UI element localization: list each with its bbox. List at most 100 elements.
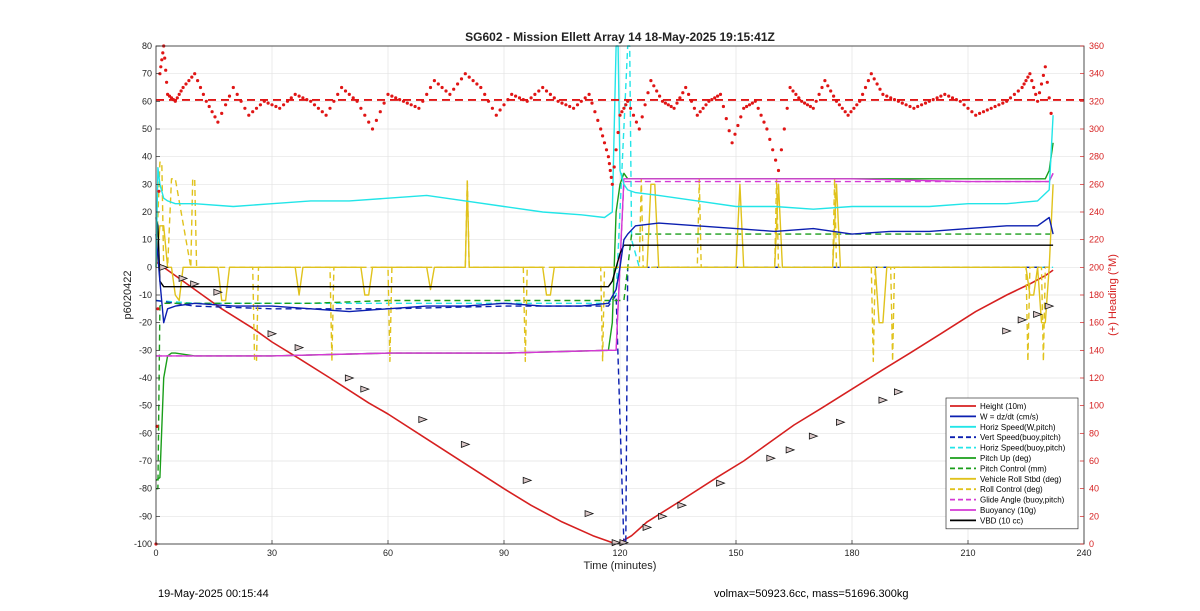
height-marker [344,374,355,382]
x-tick-label: 150 [728,548,743,558]
heading-point [320,110,324,114]
heading-point [390,94,394,98]
heading-point [564,103,568,107]
heading-point [678,96,682,100]
heading-point [800,99,804,103]
heading-point [173,99,177,103]
heading-point [923,101,928,105]
heading-point [227,94,232,98]
heading-point [541,85,545,90]
heading-point [1034,92,1038,96]
heading-point [855,103,859,107]
heading-point [467,75,471,79]
y-tick-label-right: 340 [1089,69,1104,79]
height-marker [418,415,428,424]
heading-point [552,96,556,100]
heading-point [157,189,161,193]
series-line [156,233,1054,490]
heading-point [713,96,717,100]
heading-point [471,79,475,83]
legend-entry: Horiz Speed(buoy,pitch) [980,444,1066,453]
y-tick-label-left: -80 [139,484,152,494]
heading-point [631,113,636,117]
heading-point [684,85,688,90]
heading-point [747,103,752,107]
heading-point [863,85,868,90]
y-tick-label-right: 100 [1089,401,1104,411]
heading-point [494,113,498,117]
heading-point [669,104,673,109]
heading-point [343,89,348,93]
heading-point [908,104,912,109]
heading-point [231,85,235,90]
height-marker [294,343,305,352]
height-marker [808,432,819,440]
heading-point [204,99,208,103]
heading-point [950,96,955,100]
heading-point [370,127,375,131]
heading-point [336,92,340,96]
y-tick-label-right: 220 [1089,235,1104,245]
heading-point [981,110,986,114]
x-tick-label: 0 [153,548,158,558]
y-tick-label-left: -100 [134,539,152,549]
heading-point [177,92,181,96]
heading-point [794,92,798,96]
heading-point [181,85,185,90]
heading-point [811,106,815,110]
legend-entry: VBD (10 cc) [980,516,1023,525]
height-marker [522,476,533,484]
heading-point [196,79,200,83]
y-axis-label-left: p6020422 [122,271,134,320]
heading-point [479,85,483,90]
heading-point [920,103,924,107]
heading-point [759,113,763,117]
heading-point [301,96,305,100]
heading-point [629,106,633,110]
heading-point [785,106,789,110]
heading-point [459,77,464,81]
heading-point [733,132,737,136]
heading-point [359,106,363,110]
heading-point [634,120,639,124]
heading-point [658,94,662,98]
heading-point [970,110,974,114]
heading-point [626,99,630,103]
heading-point [849,110,853,114]
heading-point [788,85,792,90]
legend: Height (10m)W = dz/dt (cm/s) Horiz Speed(… [945,397,1079,530]
heading-point [506,98,510,102]
heading-point [1026,75,1030,79]
heading-point [599,127,603,131]
heading-point [224,103,228,107]
heading-point [695,113,699,117]
height-marker [716,479,726,487]
heading-point [861,92,865,96]
heading-point [436,82,440,86]
heading-point [521,98,525,102]
legend-entry: Horiz Speed(W,pitch) [980,423,1056,432]
heading-point [985,108,989,112]
series-line [156,173,1054,357]
heading-point [328,106,332,110]
heading-point [692,106,697,110]
heading-point [721,104,726,109]
heading-point [184,82,188,86]
heading-point [293,92,297,96]
heading-point [622,106,626,110]
heading-point [718,92,723,96]
heading-point [1028,72,1032,76]
heading-point [266,101,270,105]
heading-point [270,103,274,107]
heading-point [514,94,518,98]
heading-point [432,79,436,83]
heading-series [154,44,1084,546]
height-marker [1002,327,1012,335]
y-axis-label-right: (+) Heading (°M) [1107,254,1119,336]
heading-point [779,148,784,152]
y-tick-label-right: 120 [1089,373,1104,383]
heading-point [606,155,611,159]
heading-point [490,106,494,110]
y-tick-label-left: -10 [139,290,152,300]
heading-point [916,104,920,109]
